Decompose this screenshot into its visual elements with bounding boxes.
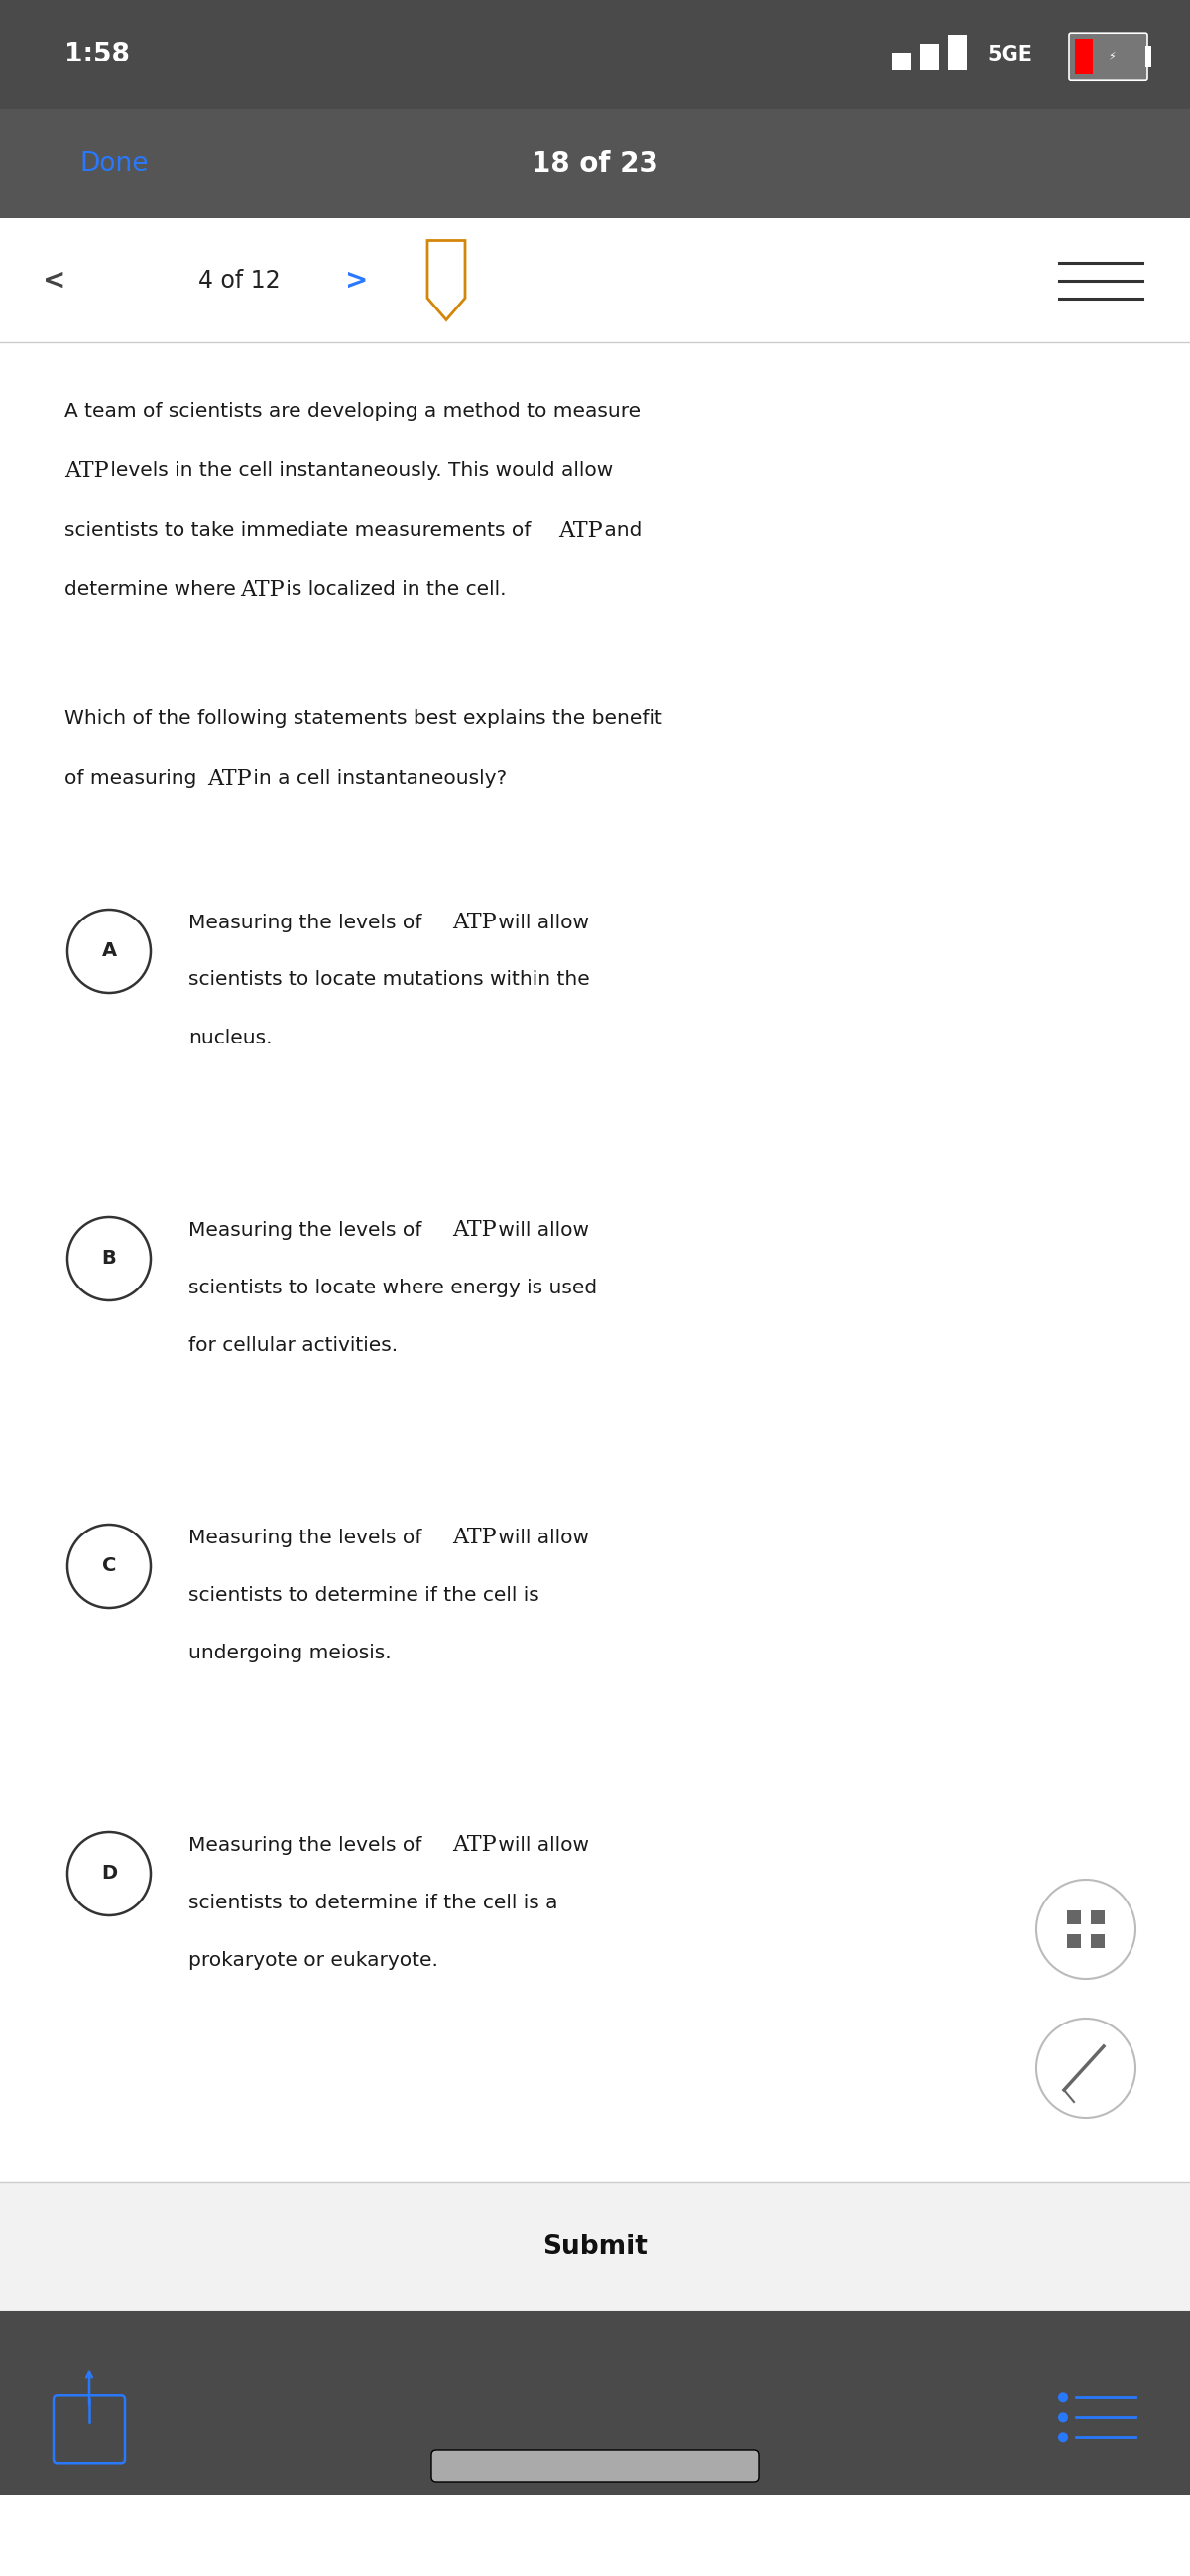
Text: D: D [101,1865,117,1883]
Text: is localized in the cell.: is localized in the cell. [280,580,507,600]
Text: scientists to determine if the cell is a: scientists to determine if the cell is a [188,1893,558,1911]
Circle shape [1036,1880,1135,1978]
Text: nucleus.: nucleus. [188,1028,273,1046]
Text: ATP: ATP [452,1528,496,1548]
Text: ATP: ATP [452,1218,496,1242]
Text: will allow: will allow [491,1837,589,1855]
Text: will allow: will allow [491,1221,589,1239]
Circle shape [1058,2393,1069,2403]
Text: ⚡: ⚡ [1108,52,1116,62]
Text: ATP: ATP [64,461,108,482]
Bar [0,0,1190,108]
Bar [1067,1911,1081,1924]
Text: and: and [599,520,643,541]
Circle shape [1036,2020,1135,2117]
Text: ATP: ATP [452,1834,496,1855]
Text: scientists to locate where energy is used: scientists to locate where energy is use… [188,1278,597,1296]
Circle shape [1058,2414,1069,2421]
Text: A: A [101,943,117,961]
Text: >: > [345,265,369,294]
Text: undergoing meiosis.: undergoing meiosis. [188,1643,392,1662]
Bar [1067,1935,1081,1947]
Circle shape [1058,2432,1069,2442]
Text: in a cell instantaneously?: in a cell instantaneously? [246,770,507,788]
Text: ATP: ATP [207,768,251,791]
Bar [1145,46,1152,67]
Text: scientists to determine if the cell is: scientists to determine if the cell is [188,1587,539,1605]
Text: B: B [102,1249,117,1267]
Text: 18 of 23: 18 of 23 [532,149,658,178]
Text: ATP: ATP [559,520,603,541]
Bar [1091,1935,1104,1947]
Text: A team of scientists are developing a method to measure: A team of scientists are developing a me… [64,402,640,420]
Bar [0,2182,1190,2311]
Text: ATP: ATP [452,912,496,933]
Text: C: C [102,1556,117,1577]
Text: will allow: will allow [491,912,589,933]
Text: will allow: will allow [491,1528,589,1548]
Bar [0,108,1190,219]
Text: 1:58: 1:58 [64,41,130,67]
Text: levels in the cell instantaneously. This would allow: levels in the cell instantaneously. This… [105,461,613,482]
Text: prokaryote or eukaryote.: prokaryote or eukaryote. [188,1950,438,1971]
Bar [948,36,966,72]
Bar [1091,1911,1104,1924]
FancyBboxPatch shape [432,2450,759,2481]
Text: 5GE: 5GE [987,44,1033,64]
Text: determine where: determine where [64,580,243,600]
Bar [1075,39,1092,75]
Bar [0,2311,1190,2494]
Text: Measuring the levels of: Measuring the levels of [188,1528,428,1548]
Text: Which of the following statements best explains the benefit: Which of the following statements best e… [64,711,663,729]
Bar [920,44,939,72]
Text: scientists to take immediate measurements of: scientists to take immediate measurement… [64,520,537,541]
Bar [0,219,1190,343]
Bar [0,343,1190,2182]
Text: 4 of 12: 4 of 12 [199,268,281,291]
Text: Measuring the levels of: Measuring the levels of [188,1837,428,1855]
FancyBboxPatch shape [1069,33,1147,80]
Bar [892,54,912,72]
Text: scientists to locate mutations within the: scientists to locate mutations within th… [188,971,590,989]
Text: ATP: ATP [240,580,284,600]
Text: Done: Done [80,152,149,178]
Text: Submit: Submit [543,2233,647,2259]
Text: <: < [43,265,67,294]
Text: of measuring: of measuring [64,770,203,788]
Text: Measuring the levels of: Measuring the levels of [188,912,428,933]
Text: Measuring the levels of: Measuring the levels of [188,1221,428,1239]
Text: for cellular activities.: for cellular activities. [188,1334,397,1355]
